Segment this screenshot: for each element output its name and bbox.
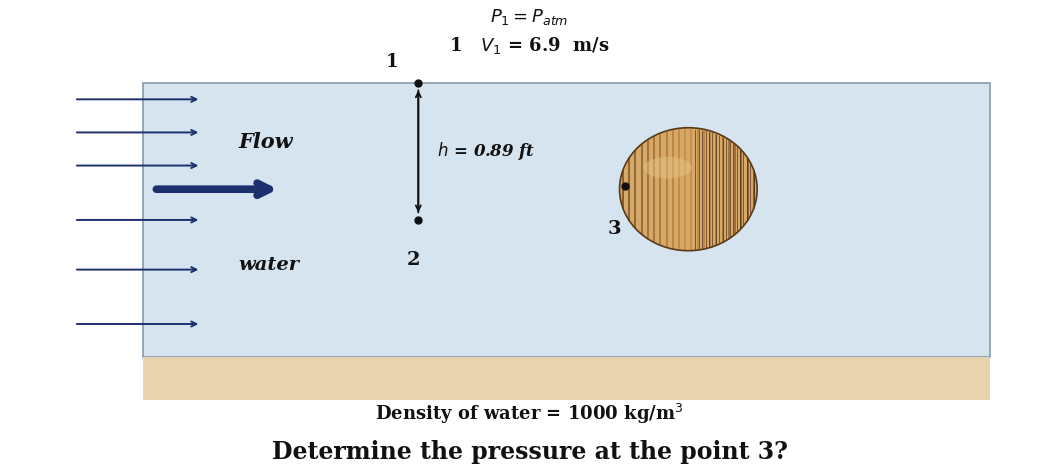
Text: $P_1 = P_{atm}$: $P_1 = P_{atm}$ (490, 7, 569, 27)
Text: 1: 1 (385, 53, 398, 71)
Text: Density of water = 1000 kg/m$^3$: Density of water = 1000 kg/m$^3$ (375, 402, 684, 426)
Text: 1   $V_1$ = 6.9  m/s: 1 $V_1$ = 6.9 m/s (449, 35, 610, 56)
Text: Determine the pressure at the point 3?: Determine the pressure at the point 3? (271, 440, 788, 464)
Bar (143, 83, 990, 357)
Text: Flow: Flow (238, 132, 293, 152)
Text: 3: 3 (608, 220, 621, 238)
Text: $h$ = 0.89 ft: $h$ = 0.89 ft (437, 140, 536, 162)
Bar (143, 357, 990, 400)
Ellipse shape (644, 157, 692, 178)
Text: water: water (238, 256, 300, 274)
Ellipse shape (620, 128, 757, 251)
Text: 2: 2 (407, 251, 419, 269)
